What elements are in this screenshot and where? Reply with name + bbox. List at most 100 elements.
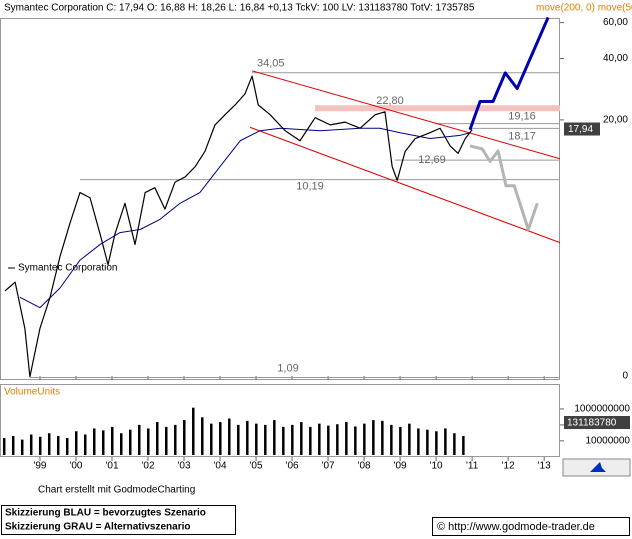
volume-tick-label: 1000000000 xyxy=(574,404,630,415)
volume-bar xyxy=(111,426,114,455)
volume-bar xyxy=(354,426,357,455)
volume-bar xyxy=(345,422,348,455)
volume-bar xyxy=(183,420,186,455)
scenario-line xyxy=(468,16,550,131)
volume-bar xyxy=(273,420,276,455)
last-volume-label: 131183780 xyxy=(567,418,617,429)
volume-bar xyxy=(201,417,204,455)
volume-bar xyxy=(255,423,258,455)
volume-bar xyxy=(120,433,123,455)
volume-bar xyxy=(147,428,150,455)
level-label: 34,05 xyxy=(257,58,285,70)
x-tick-label: '12 xyxy=(502,461,515,472)
volume-bar xyxy=(219,422,222,455)
price-panel xyxy=(0,18,560,380)
volume-panel xyxy=(0,384,560,457)
volume-bar xyxy=(11,436,15,455)
volume-bar xyxy=(29,434,33,455)
volume-bar xyxy=(318,423,321,455)
volume-bar xyxy=(56,436,60,455)
x-tick-label: '99 xyxy=(33,461,46,472)
scenario-blue: Skizzierung BLAU = bevorzugtes Szenario xyxy=(5,508,206,519)
volume-bar xyxy=(381,420,384,455)
y-tick-label: 20,00 xyxy=(603,115,628,126)
volume-bar xyxy=(129,429,132,455)
price-line xyxy=(4,75,473,378)
volume-bar xyxy=(237,424,240,455)
volume-bar xyxy=(426,429,429,455)
volume-bar xyxy=(282,426,285,455)
x-tick-label: '05 xyxy=(250,461,263,472)
x-tick-label: '02 xyxy=(141,461,154,472)
x-tick-label: '10 xyxy=(430,461,443,472)
level-label: 22,80 xyxy=(376,95,404,107)
volume-bar xyxy=(210,423,213,455)
volume-bar xyxy=(165,426,168,455)
level-label: 1,09 xyxy=(277,362,298,374)
volume-bar xyxy=(192,407,195,455)
volume-bar xyxy=(174,424,177,455)
x-tick-label: '03 xyxy=(178,461,191,472)
volume-tick-label: 10000000 xyxy=(586,435,631,446)
volume-bar xyxy=(101,430,105,455)
x-tick-label: '08 xyxy=(358,461,371,472)
volume-bar xyxy=(399,426,402,455)
volume-bar xyxy=(138,424,141,455)
volume-bar xyxy=(264,424,267,455)
x-tick-label: '04 xyxy=(214,461,227,472)
level-label: 10,19 xyxy=(296,181,324,193)
volume-bar xyxy=(417,428,420,455)
last-price-label: 17,94 xyxy=(568,124,593,135)
volume-bar xyxy=(74,431,78,455)
scenario-box xyxy=(1,505,236,535)
volume-bar xyxy=(435,431,438,455)
arrow-icon[interactable] xyxy=(590,462,606,472)
volume-bar xyxy=(2,438,6,455)
indicator-bg xyxy=(534,0,632,17)
x-tick-label: '07 xyxy=(322,461,335,472)
volume-bar xyxy=(390,424,393,455)
x-tick-label: '01 xyxy=(105,461,118,472)
volume-bar xyxy=(47,433,51,455)
copyright-box xyxy=(432,517,630,536)
level-label: 19,16 xyxy=(508,111,536,123)
volume-bar xyxy=(327,425,330,455)
volume-bar xyxy=(20,439,24,455)
volume-bar xyxy=(444,428,447,455)
credit: Chart erstellt mit GodmodeCharting xyxy=(38,485,195,496)
x-tick-label: '13 xyxy=(538,461,551,472)
y-tick-label: 40,00 xyxy=(603,53,628,64)
level-label: 18,17 xyxy=(508,130,536,142)
volume-bar xyxy=(228,418,231,455)
x-tick-label: '11 xyxy=(466,461,479,472)
volume-bar xyxy=(300,422,303,455)
copyright: © http://www.godmode-trader.de xyxy=(437,521,595,533)
volume-bar xyxy=(372,420,375,455)
x-tick-label: '06 xyxy=(286,461,299,472)
volume-bar xyxy=(291,424,294,455)
volume-bar xyxy=(462,436,465,455)
x-tick-label: '09 xyxy=(394,461,407,472)
scenario-line xyxy=(469,144,539,231)
scenario-gray: Skizzierung GRAU = Alternativszenario xyxy=(5,522,191,533)
header: Symantec Corporation C: 17,94 O: 16,88 H… xyxy=(4,3,475,14)
volume-bar xyxy=(336,424,339,455)
last-volume-marker xyxy=(564,416,630,430)
volume-bar xyxy=(65,438,69,455)
volume-bar xyxy=(92,428,96,455)
x-tick-label: '00 xyxy=(69,461,82,472)
volume-bar xyxy=(83,434,87,455)
y-floor-label: 0 xyxy=(622,371,628,382)
volume-bar xyxy=(453,433,456,455)
legend-label: Symantec Corporation xyxy=(18,263,118,274)
moving-average xyxy=(19,127,471,309)
volume-bar xyxy=(156,422,159,455)
trend-line xyxy=(249,126,561,244)
volume-bar xyxy=(38,436,42,455)
y-tick-label: 60,00 xyxy=(603,17,628,28)
last-price-marker xyxy=(564,122,600,136)
volume-bar xyxy=(363,423,366,455)
volume-title: VolumeUnits xyxy=(4,387,60,398)
